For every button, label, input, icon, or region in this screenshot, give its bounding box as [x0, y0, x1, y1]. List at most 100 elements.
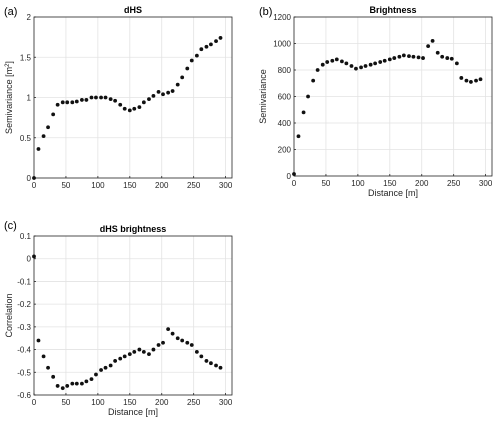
- y-tick-label: 1200: [273, 13, 291, 22]
- data-point: [36, 147, 41, 151]
- y-tick-label: -0.6: [17, 391, 31, 400]
- data-point: [180, 75, 185, 80]
- x-tick-label: 150: [123, 181, 137, 190]
- y-axis-label-text: Semivariance: [258, 69, 268, 124]
- data-point: [36, 338, 41, 343]
- data-point: [84, 98, 89, 102]
- y-axis-label-text: Correlation: [4, 293, 14, 337]
- data-point: [122, 354, 127, 359]
- data-point: [430, 38, 435, 43]
- data-point: [80, 98, 84, 102]
- y-tick-label: -0.4: [17, 346, 31, 355]
- data-point: [74, 381, 79, 386]
- panel-label: (c): [4, 220, 17, 232]
- data-point: [349, 64, 354, 68]
- data-point: [340, 59, 344, 64]
- x-tick-label: 150: [123, 398, 137, 407]
- data-point: [65, 100, 70, 105]
- data-point: [99, 95, 103, 100]
- x-tick-label: 250: [447, 179, 461, 188]
- data-point: [373, 61, 378, 66]
- data-point: [214, 363, 218, 368]
- y-tick-label: 1: [27, 94, 32, 103]
- panel-label: (a): [4, 6, 17, 18]
- y-tick-label: -0.1: [17, 277, 31, 286]
- y-tick-label: 1.5: [20, 53, 32, 62]
- data-point: [103, 95, 108, 100]
- plot-frame: [33, 235, 233, 396]
- data-point: [189, 58, 194, 63]
- data-point: [141, 100, 146, 105]
- data-point: [80, 381, 84, 386]
- x-tick-label: 50: [61, 398, 70, 407]
- data-point: [32, 176, 36, 180]
- x-tick-label: 200: [155, 181, 169, 190]
- data-point: [151, 93, 156, 98]
- data-point: [368, 62, 373, 67]
- x-axis-label: Distance [m]: [108, 407, 158, 417]
- data-point: [363, 64, 368, 68]
- y-tick-label: 1000: [273, 40, 291, 49]
- data-point: [194, 53, 199, 58]
- y-tick-label: 200: [278, 146, 292, 155]
- data-point: [151, 347, 156, 352]
- data-point: [89, 377, 94, 381]
- data-point: [464, 78, 469, 83]
- x-tick-label: 100: [351, 179, 365, 188]
- data-point: [108, 363, 113, 368]
- data-point: [204, 44, 209, 49]
- data-point: [147, 97, 151, 102]
- y-tick-label: 0.1: [20, 232, 32, 241]
- data-point: [378, 60, 383, 64]
- data-point: [194, 349, 199, 354]
- data-point: [407, 54, 411, 58]
- x-tick-label: 0: [32, 398, 37, 407]
- data-point: [180, 338, 185, 343]
- data-point: [320, 62, 325, 67]
- y-tick-label: 800: [278, 66, 292, 75]
- data-point: [359, 65, 363, 70]
- data-point: [334, 57, 339, 62]
- data-point: [170, 331, 175, 336]
- data-point: [103, 365, 108, 370]
- y-axis-label-text: Semivariance [m: [4, 67, 14, 134]
- data-point: [161, 340, 165, 345]
- data-point: [185, 340, 190, 345]
- chart-title: Brightness: [369, 5, 416, 15]
- data-point: [51, 374, 56, 379]
- y-tick-label: 600: [278, 93, 292, 102]
- data-point: [156, 343, 161, 347]
- data-point: [175, 82, 180, 87]
- data-point: [60, 386, 65, 391]
- data-point: [55, 102, 60, 107]
- data-point: [218, 365, 223, 370]
- data-point: [60, 100, 65, 105]
- data-point: [185, 66, 190, 71]
- x-tick-label: 250: [187, 398, 201, 407]
- data-point: [166, 327, 171, 332]
- data-point: [127, 108, 132, 113]
- data-point: [51, 112, 56, 117]
- data-point: [166, 90, 171, 95]
- y-tick-label: 400: [278, 119, 292, 128]
- x-tick-label: 50: [321, 179, 330, 188]
- data-point: [189, 343, 194, 347]
- data-point: [344, 61, 349, 66]
- data-point: [118, 102, 123, 107]
- y-tick-label: -0.5: [17, 368, 31, 377]
- data-point: [416, 55, 421, 60]
- y-axis-label: Semivariance: [258, 69, 268, 124]
- data-point: [199, 354, 204, 359]
- data-point: [41, 354, 46, 359]
- data-point: [108, 97, 113, 102]
- data-point: [401, 53, 406, 58]
- y-tick-label: 2: [27, 13, 32, 22]
- y-axis-label: Semivariance [m2]: [4, 61, 14, 134]
- data-point: [301, 110, 306, 115]
- data-point: [132, 349, 137, 354]
- data-point: [147, 352, 151, 357]
- x-tick-label: 0: [32, 181, 37, 190]
- y-tick-label: 0: [287, 172, 292, 181]
- chart-panel-3: (c) 0 50 100 150 200 250 300 -0.6 -0.5 -0.4 -0.3 -0.…: [4, 220, 233, 417]
